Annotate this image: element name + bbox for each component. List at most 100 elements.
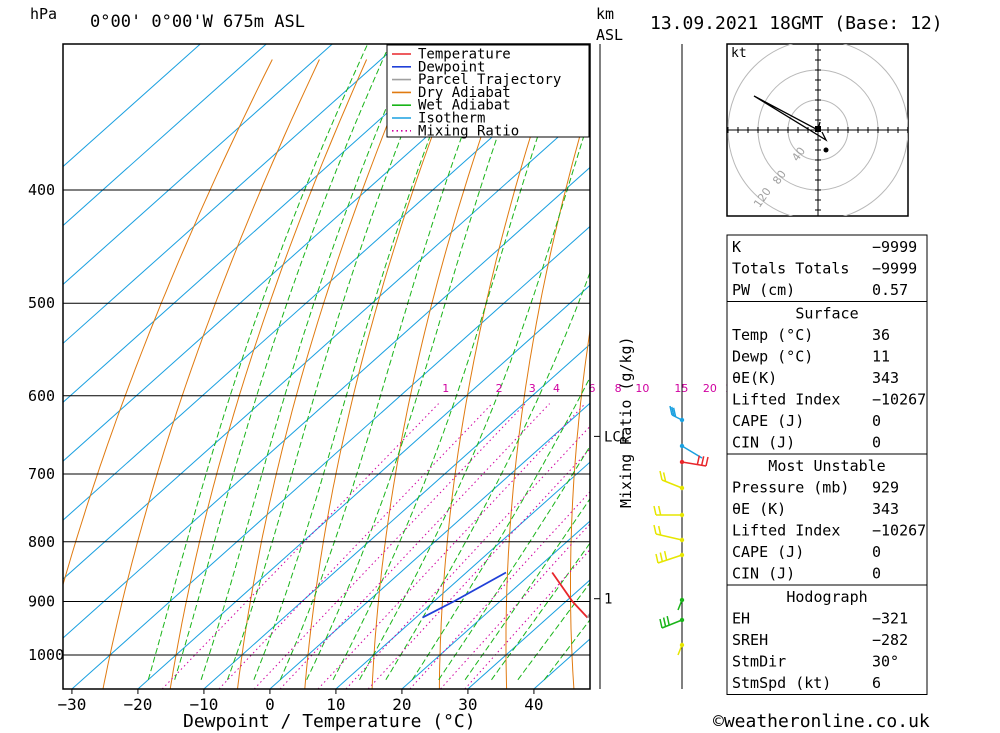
table-row-value: 0 [872, 412, 881, 430]
table-row-value: −10267 [872, 522, 926, 540]
mixing-ratio-label: 6 [589, 382, 596, 395]
wind-barb-dot [679, 552, 685, 558]
dry-adiabat-line [304, 59, 462, 689]
wind-barb [661, 619, 683, 629]
table-row-value: 36 [872, 326, 890, 344]
table-row-label: Temp (°C) [732, 326, 813, 344]
pressure-tick-label: 400 [28, 181, 55, 199]
pressure-tick-label: 800 [28, 533, 55, 551]
table-row-label: EH [732, 610, 750, 628]
mixing-ratio-label: 10 [635, 382, 649, 395]
wind-barb-flag [657, 525, 662, 536]
wind-barb-dot [679, 512, 685, 518]
table-row-label: Lifted Index [732, 522, 840, 540]
x-tick-label: 20 [392, 695, 411, 714]
dry-adiabat-line [570, 327, 590, 689]
table-row-label: CIN (J) [732, 434, 795, 452]
height-labels: LCL 1 [594, 429, 629, 608]
table-row-label: StmDir [732, 653, 786, 671]
legend-entry: Dry Adiabat [418, 85, 511, 101]
mixing-ratio-line [367, 448, 590, 689]
isotherm-line [63, 44, 267, 227]
legend-entry: Dewpoint [418, 59, 485, 75]
wind-barb-flag [657, 505, 662, 516]
height-label: LCL [604, 429, 629, 445]
isotherm-line [401, 520, 590, 689]
wind-barb-flag [653, 524, 657, 535]
table-section-title: Hodograph [786, 588, 867, 606]
height-unit-asl: ASL [596, 26, 623, 44]
wind-barb-dot [679, 485, 685, 491]
x-tick-label: −20 [123, 695, 152, 714]
wind-barb-flag [705, 456, 709, 467]
legend-entry: Mixing Ratio [418, 123, 519, 139]
wet-adiabat-line [147, 44, 369, 680]
pressure-tick-label: 500 [28, 294, 55, 312]
mixing-ratio-label: 15 [674, 382, 688, 395]
table-row-value: 343 [872, 369, 899, 387]
plot-frame [62, 43, 591, 690]
wind-barb-flag [663, 550, 668, 561]
isotherm-line [63, 44, 465, 403]
mixing-ratio-label: 1 [442, 382, 449, 395]
indices-table: K −9999 Totals Totals −9999 PW (cm) 0.57 Surfa… [726, 234, 928, 695]
isotherm-line [269, 402, 590, 689]
wind-barb-flag [659, 470, 663, 481]
isotherm-line [467, 579, 590, 689]
isotherm-line [71, 225, 590, 689]
table-row-value: 343 [872, 500, 899, 518]
x-tick-label: 40 [524, 695, 543, 714]
x-axis-ticks: −30 −20 −10 0 10 20 30 40 [57, 689, 544, 714]
wet-adiabat-line [253, 44, 467, 680]
table-section [726, 584, 928, 695]
copyright-text: ©weatheronline.co.uk [713, 711, 930, 732]
isotherm-line [63, 44, 531, 462]
table-section-title: Surface [795, 305, 858, 323]
x-tick-label: −30 [57, 695, 86, 714]
dry-adiabat-line [438, 59, 556, 689]
wind-barb-flag [666, 615, 670, 626]
wet-adiabat-line [359, 114, 590, 681]
pressure-tick-label: 600 [28, 387, 55, 405]
mixing-ratio-label: 2 [496, 382, 503, 395]
isotherm-line [335, 461, 590, 689]
datetime-title: 13.09.2021 18GMT (Base: 12) [650, 13, 943, 34]
wind-barb-dot [679, 459, 685, 465]
profile-lines [422, 571, 590, 619]
storm-motion-dot [823, 147, 829, 153]
mixing-ratio-line [218, 403, 493, 689]
table-row-value: −9999 [872, 238, 917, 256]
wind-barb-flag [696, 455, 701, 465]
mixing-ratio-label: 3 [529, 382, 536, 395]
mixing-ratio-line [317, 403, 586, 689]
mixing-ratio-labels: 12346810152025 [442, 382, 739, 395]
mixing-ratio-label: 4 [553, 382, 560, 395]
wind-barb-flag [659, 618, 663, 629]
table-row-value: 929 [872, 479, 899, 497]
wet-adiabat-line [227, 44, 439, 680]
isotherm-line [63, 44, 399, 345]
legend-entry: Isotherm [418, 111, 485, 127]
wind-barb-flag [672, 407, 677, 417]
legend-entry: Temperature [418, 47, 511, 63]
height-unit-km: km [596, 5, 614, 23]
dry-adiabat-line [633, 60, 697, 690]
table-row-label: CAPE (J) [732, 412, 804, 430]
table-row-label: CIN (J) [732, 565, 795, 583]
dry-adiabat-line [63, 59, 273, 587]
table-row-value: 0 [872, 434, 881, 452]
wind-barb-flag [662, 617, 667, 627]
x-axis-label: Dewpoint / Temperature (°C) [183, 711, 476, 732]
hodograph-unit: kt [731, 46, 747, 61]
wind-barbs [653, 405, 709, 656]
wet-adiabat-line [438, 445, 590, 681]
table-row-value: 0.57 [872, 281, 908, 299]
wet-adiabat-line [411, 376, 590, 681]
table-row-label: θE (K) [732, 500, 786, 518]
isotherm-line [63, 166, 590, 639]
pressure-tick-label: 900 [28, 593, 55, 611]
wind-barb-flag [700, 456, 705, 466]
